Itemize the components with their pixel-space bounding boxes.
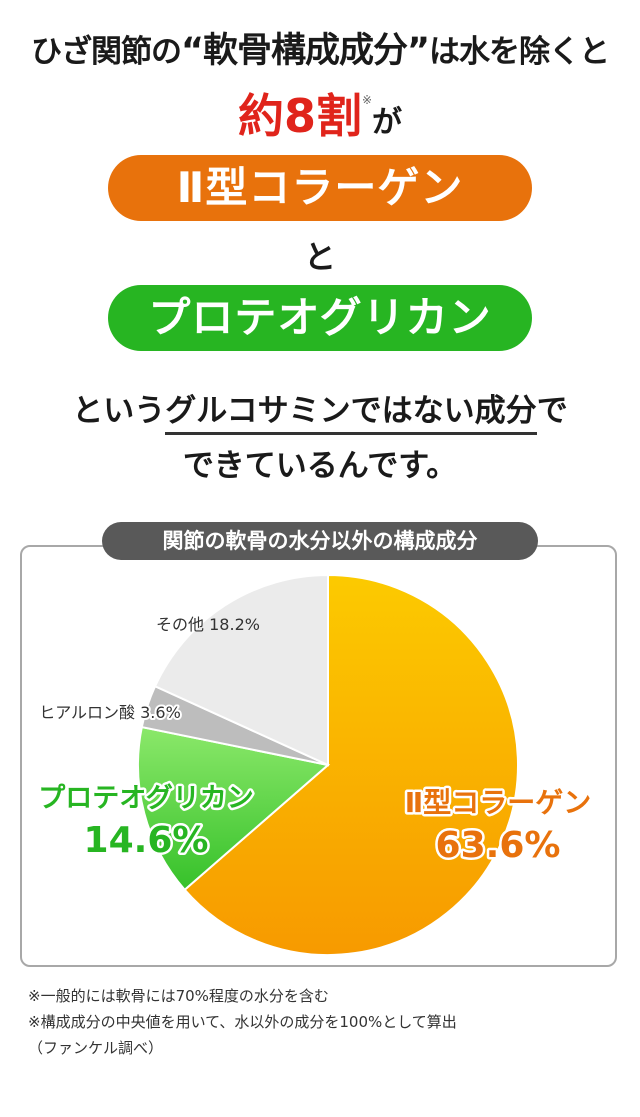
label-hyaluronic: ヒアルロン酸 3.6% — [39, 703, 181, 722]
headline-line2-post: が — [372, 105, 403, 140]
headline-line1: ひざ関節の“軟骨構成成分”は水を除くと — [0, 22, 640, 73]
footnote-3: （ファンケル調べ） — [28, 1039, 164, 1057]
headline-line1-post: は水を除くと — [429, 34, 610, 70]
footnote-1: ※一般的には軟骨には70%程度の水分を含む — [28, 987, 329, 1005]
footnote-2: ※構成成分の中央値を用いて、水以外の成分を100%として算出 — [28, 1013, 457, 1031]
headline-line4: というグルコサミンではない成分で — [0, 385, 640, 435]
headline-ratio: 約8割 — [237, 89, 362, 143]
headline-line2: 約8割※が — [0, 80, 640, 146]
connector-text: と — [303, 238, 336, 276]
collagen-pill: Ⅱ型コラーゲン — [108, 155, 532, 221]
headline-line1-pre: ひざ関節の — [30, 34, 182, 70]
headline-line5: できているんです。 — [182, 448, 458, 484]
label-proteoglycan-value: 14.6% — [84, 820, 209, 861]
headline-emphasis: グルコサミンではない成分 — [165, 385, 537, 435]
headline-line1-quote: “軟骨構成成分” — [180, 31, 430, 71]
label-collagen-value: 63.6% — [436, 825, 561, 866]
pie-slice-collagen — [183, 573, 519, 956]
label-collagen-name: Ⅱ型コラーゲン — [405, 786, 591, 819]
chart-title: 関節の軟骨の水分以外の構成成分 — [102, 522, 538, 560]
label-other: その他 18.2% — [156, 615, 260, 634]
pie-slice-proteoglycan — [137, 725, 331, 892]
label-proteoglycan-name: プロテオグリカン — [38, 782, 253, 814]
pie-slice-other — [153, 573, 329, 767]
note-mark: ※ — [361, 93, 373, 107]
proteoglycan-pill: プロテオグリカン — [108, 285, 532, 351]
headline-line4-pre: という — [72, 393, 166, 429]
headline-line4-post: で — [536, 393, 568, 429]
